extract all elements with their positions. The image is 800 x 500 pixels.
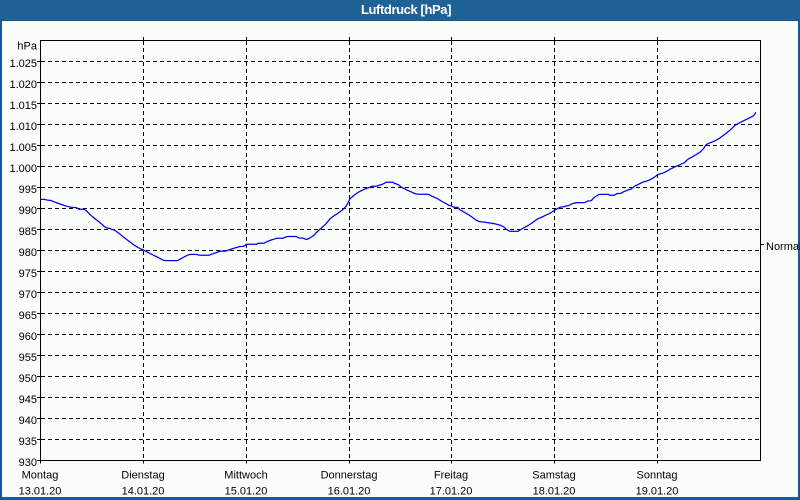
svg-text:Dienstag: Dienstag [121,470,164,482]
svg-text:930: 930 [19,457,37,469]
svg-text:990: 990 [19,205,37,217]
svg-text:970: 970 [19,289,37,301]
svg-text:Montag: Montag [22,470,59,482]
svg-text:1.025: 1.025 [9,58,37,70]
svg-text:17.01.20: 17.01.20 [430,486,473,498]
svg-text:1.020: 1.020 [9,79,37,91]
svg-text:13.01.20: 13.01.20 [19,486,62,498]
svg-text:950: 950 [19,373,37,385]
svg-text:14.01.20: 14.01.20 [122,486,165,498]
svg-text:Sonntag: Sonntag [637,470,678,482]
svg-text:960: 960 [19,331,37,343]
svg-text:Donnerstag: Donnerstag [321,470,378,482]
svg-text:995: 995 [19,184,37,196]
svg-text:980: 980 [19,247,37,259]
svg-text:19.01.20: 19.01.20 [636,486,679,498]
svg-text:1.015: 1.015 [9,100,37,112]
svg-text:975: 975 [19,268,37,280]
svg-text:945: 945 [19,394,37,406]
svg-text:15.01.20: 15.01.20 [225,486,268,498]
svg-text:985: 985 [19,226,37,238]
svg-text:Freitag: Freitag [434,470,468,482]
svg-text:16.01.20: 16.01.20 [328,486,371,498]
svg-text:18.01.20: 18.01.20 [533,486,576,498]
svg-text:1.005: 1.005 [9,142,37,154]
svg-text:1.000: 1.000 [9,163,37,175]
svg-text:Mittwoch: Mittwoch [224,470,267,482]
svg-text:955: 955 [19,352,37,364]
svg-text:1.010: 1.010 [9,121,37,133]
svg-text:940: 940 [19,415,37,427]
svg-text:Normal: Normal [766,241,800,253]
svg-text:935: 935 [19,436,37,448]
svg-text:Samstag: Samstag [532,470,575,482]
svg-text:965: 965 [19,310,37,322]
svg-text:hPa: hPa [17,41,37,53]
